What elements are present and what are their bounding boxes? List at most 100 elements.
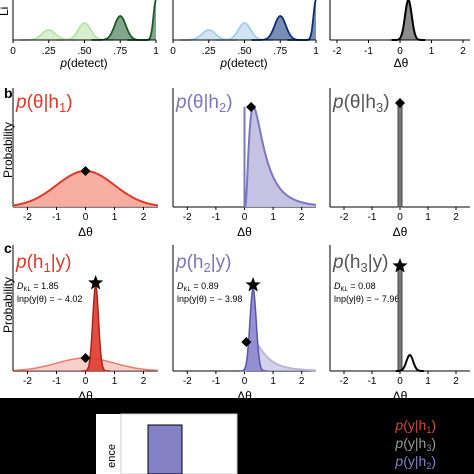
tick-label: -1 xyxy=(52,212,61,223)
tick-label: 2 xyxy=(141,212,147,223)
c1-prior-fill xyxy=(13,358,158,371)
tick-label: 0 xyxy=(242,212,248,223)
a-bump-fill xyxy=(20,30,78,40)
c2-prior-fill xyxy=(244,341,316,371)
dkl-annotation: DKL = 0.89 xyxy=(177,281,219,293)
panel-title: p(h1|y) xyxy=(15,252,71,275)
panel-b2: -2 -1 0 1 2 Δθ p(θ|h2) xyxy=(172,88,317,239)
tick-label: -2 xyxy=(340,212,349,223)
tick-label: 1 xyxy=(425,212,431,223)
a2-ticks: 0 .25 .50 .75 1 xyxy=(170,40,319,57)
legend-entry: p(y|h3) xyxy=(394,435,436,453)
row-a-ylabel: Li xyxy=(0,7,11,16)
legend-entry: p(y|h1) xyxy=(394,417,436,435)
tick-label: .50 xyxy=(78,46,92,57)
a-bump-line xyxy=(287,0,317,41)
tick-label: 1 xyxy=(270,376,276,387)
a1-curves xyxy=(20,0,157,41)
diamond-marker xyxy=(246,102,257,112)
b3-spike xyxy=(397,102,403,208)
tick-label: -1 xyxy=(211,376,220,387)
tick-label: 0 xyxy=(83,376,89,387)
row-c-ylabel: Probability xyxy=(1,277,15,333)
row-d-black-left xyxy=(0,398,96,474)
diamond-marker xyxy=(80,353,91,363)
row-d-bar xyxy=(147,424,183,474)
tick-label: 0 xyxy=(10,46,16,57)
panel-a3: -2 -1 0 1 2 Δθ xyxy=(329,0,470,70)
a-bump-line xyxy=(127,0,157,41)
row-d: ence p(y|h1)p(y|h3)p(y|h2) xyxy=(0,398,474,474)
tick-label: 1 xyxy=(153,46,159,57)
c1-post-fill xyxy=(81,286,111,371)
star-marker xyxy=(245,277,261,292)
panel-a1: 0 .25 .50 .75 1 p(detect) xyxy=(10,0,159,70)
panel-title: p(θ|h1) xyxy=(15,92,73,115)
a1-xlabel: p(detect) xyxy=(59,56,107,70)
tick-label: -2 xyxy=(333,46,342,57)
a3-ticks: -2 -1 0 1 2 xyxy=(333,40,466,57)
a-bump-fill xyxy=(287,0,316,40)
tick-label: -2 xyxy=(23,376,32,387)
a-bump-fill xyxy=(215,23,274,40)
row-b-ylabel: Probability xyxy=(1,122,15,178)
a-bump-fill xyxy=(55,23,114,40)
x-axis-label: Δθ xyxy=(78,225,93,239)
c3-spike xyxy=(397,266,403,372)
tick-label: -2 xyxy=(23,212,32,223)
c3-likelihood-line xyxy=(395,353,424,372)
a2-xlabel: p(detect) xyxy=(219,56,267,70)
panel-title: p(h2|y) xyxy=(175,252,231,275)
tick-label: 0 xyxy=(242,376,248,387)
tick-label: -2 xyxy=(340,376,349,387)
a2-curves xyxy=(180,0,317,41)
diamond-marker xyxy=(80,166,91,176)
tick-label: 0 xyxy=(170,46,176,57)
x-axis-label: Δθ xyxy=(237,225,252,239)
row-d-black-right xyxy=(237,398,474,474)
tick-label: 1 xyxy=(313,46,319,57)
tick-label: .75 xyxy=(273,46,287,57)
c2-post-fill xyxy=(238,289,268,371)
dkl-annotation: DKL = 0.08 xyxy=(334,281,376,293)
row-a: Li 0 .25 .50 .75 1 p(detect) 0 .25 .50 .75 1 p(d… xyxy=(0,0,470,70)
tick-label: 0 xyxy=(397,212,403,223)
tick-label: 2 xyxy=(299,212,305,223)
a-bump-fill xyxy=(127,0,156,40)
row-b-label: b xyxy=(4,85,13,101)
x-axis-label: Δθ xyxy=(393,225,408,239)
row-d-ylabel: ence xyxy=(106,444,118,468)
c2-post-line xyxy=(238,287,268,372)
a1-ticks: 0 .25 .50 .75 1 xyxy=(10,40,159,57)
tick-label: 1 xyxy=(425,376,431,387)
diamond-marker xyxy=(241,337,252,347)
tick-label: 1 xyxy=(429,46,435,57)
panel-title: p(θ|h2) xyxy=(175,92,233,115)
panel-a2: 0 .25 .50 .75 1 p(detect) xyxy=(170,0,319,70)
panel-title: p(h3|y) xyxy=(332,252,388,275)
dkl-annotation: DKL = 1.85 xyxy=(17,281,59,293)
a-bump-fill xyxy=(180,30,238,40)
tick-label: 2 xyxy=(453,212,459,223)
tick-label: -1 xyxy=(364,46,373,57)
a-bump-fill xyxy=(91,16,149,40)
tick-label: -1 xyxy=(368,376,377,387)
tick-label: 2 xyxy=(460,46,466,57)
a-bump-fill xyxy=(251,16,309,40)
tick-label: -1 xyxy=(368,212,377,223)
tick-label: 1 xyxy=(112,376,118,387)
b2-line xyxy=(244,105,317,208)
panel-b3: -2 -1 0 1 2 Δθ p(θ|h3) xyxy=(329,88,470,239)
tick-label: -2 xyxy=(183,376,192,387)
row-d-black-top xyxy=(96,398,237,414)
tick-label: 1 xyxy=(270,212,276,223)
row-b-panels: -2 -1 0 1 2 Δθ p(θ|h1) -2 -1 0 1 2 Δθ p(θ|h2) -2 -1 0 1 2 Δ… xyxy=(12,88,470,239)
lnp-annotation: lnp(y|θ) = − 3.98 xyxy=(177,294,242,304)
a3-xlabel: Δθ xyxy=(394,56,409,70)
tick-label: 0 xyxy=(397,376,403,387)
